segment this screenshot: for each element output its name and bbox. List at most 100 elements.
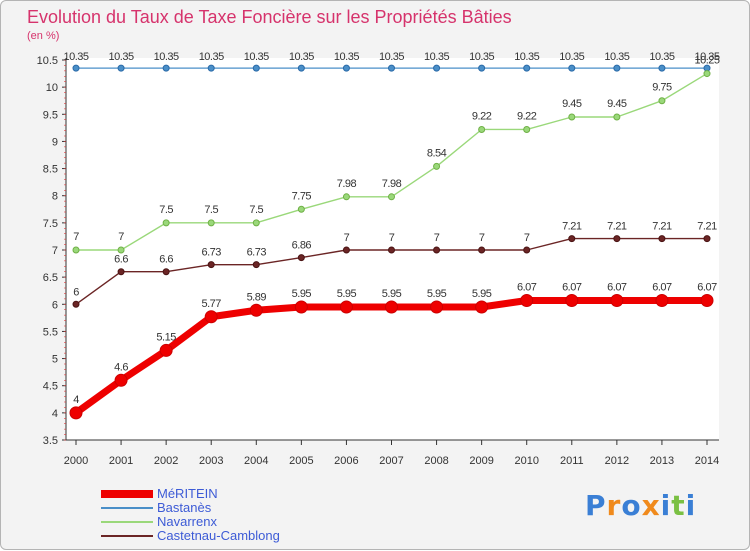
data-label: 10.35 — [649, 51, 674, 63]
data-point — [297, 205, 305, 213]
data-label: 10.35 — [559, 51, 584, 63]
legend-swatch — [101, 490, 153, 498]
x-tick-label: 2011 — [560, 455, 584, 467]
data-point — [114, 373, 128, 387]
data-label: 6.73 — [202, 247, 222, 259]
data-point — [523, 246, 531, 254]
data-label: 9.45 — [607, 98, 627, 110]
data-point — [388, 246, 395, 254]
y-tick-label: 9.5 — [43, 109, 58, 121]
data-point — [252, 64, 260, 72]
data-point — [568, 235, 576, 243]
data-point — [703, 70, 711, 78]
data-point — [478, 64, 486, 72]
data-label: 10.35 — [514, 51, 539, 63]
data-point — [655, 293, 669, 307]
data-label: 10.35 — [694, 51, 719, 63]
data-point — [565, 293, 579, 307]
y-tick-label: 4 — [52, 408, 58, 420]
data-point — [249, 303, 263, 317]
legend-swatch — [101, 507, 153, 509]
y-tick-label: 7 — [52, 245, 58, 257]
legend-label: Bastanès — [157, 500, 212, 515]
data-label: 4.6 — [114, 361, 128, 373]
y-tick-label: 10.5 — [37, 55, 58, 67]
y-tick-label: 5 — [52, 354, 58, 366]
y-tick-label: 6 — [52, 299, 58, 311]
data-point — [658, 97, 666, 105]
x-tick-label: 2004 — [244, 455, 268, 467]
data-label: 10.35 — [424, 51, 449, 63]
data-label: 7.5 — [159, 204, 173, 216]
data-label: 10.35 — [379, 51, 404, 63]
data-point — [117, 246, 125, 254]
data-point — [523, 125, 531, 133]
data-point — [478, 125, 486, 133]
x-tick-label: 2002 — [154, 455, 178, 467]
data-point — [658, 235, 666, 243]
data-label: 7 — [524, 232, 530, 244]
x-tick-label: 2008 — [424, 455, 448, 467]
data-label: 5.77 — [202, 298, 222, 310]
logo-letter: i — [685, 489, 697, 522]
data-point — [297, 64, 305, 72]
data-point — [610, 293, 624, 307]
data-point — [162, 64, 170, 72]
logo-letter: P — [585, 489, 607, 522]
data-point — [162, 268, 170, 276]
data-label: 9.45 — [562, 98, 582, 110]
data-point — [342, 64, 350, 72]
logo-letter: t — [671, 489, 686, 522]
data-point — [117, 64, 125, 72]
x-tick-label: 2001 — [109, 455, 133, 467]
data-label: 10.35 — [109, 51, 134, 63]
data-point — [433, 64, 441, 72]
data-point — [342, 193, 350, 201]
y-tick-label: 6.5 — [43, 272, 58, 284]
data-point — [207, 219, 215, 227]
data-label: 7 — [118, 231, 124, 243]
data-label: 6.07 — [652, 281, 672, 293]
y-tick-label: 4.5 — [43, 381, 58, 393]
data-point — [339, 300, 353, 314]
data-label: 5.95 — [472, 288, 492, 300]
data-label: 5.95 — [292, 288, 312, 300]
data-point — [475, 300, 489, 314]
data-label: 5.95 — [427, 288, 447, 300]
data-label: 9.22 — [472, 110, 492, 122]
data-label: 7.21 — [607, 221, 627, 233]
data-point — [520, 293, 534, 307]
data-label: 10.35 — [63, 51, 88, 63]
x-tick-label: 2007 — [379, 455, 403, 467]
y-tick-label: 8.5 — [43, 164, 58, 176]
data-point — [72, 300, 80, 308]
x-tick-label: 2013 — [650, 455, 674, 467]
y-tick-label: 8 — [52, 191, 58, 203]
data-point — [523, 64, 531, 72]
data-label: 10.35 — [154, 51, 179, 63]
data-point — [433, 162, 441, 170]
data-label: 10.35 — [334, 51, 359, 63]
data-label: 6.07 — [607, 281, 627, 293]
data-point — [69, 406, 83, 420]
data-label: 10.35 — [469, 51, 494, 63]
data-point — [297, 254, 305, 262]
data-point — [388, 193, 395, 201]
data-label: 9.22 — [517, 110, 537, 122]
data-point — [658, 64, 666, 72]
data-point — [613, 235, 621, 243]
data-label: 7.75 — [292, 190, 312, 202]
legend-label: MéRITEIN — [157, 486, 218, 501]
data-label: 7 — [479, 232, 485, 244]
data-label: 7.5 — [249, 204, 263, 216]
data-label: 6 — [73, 286, 79, 298]
data-point — [613, 64, 621, 72]
data-label: 6.07 — [517, 281, 537, 293]
data-point — [430, 300, 444, 314]
data-point — [72, 246, 80, 254]
data-point — [252, 219, 260, 227]
data-point — [207, 64, 215, 72]
data-point — [117, 268, 125, 276]
data-label: 10.35 — [244, 51, 269, 63]
data-point — [433, 246, 441, 254]
